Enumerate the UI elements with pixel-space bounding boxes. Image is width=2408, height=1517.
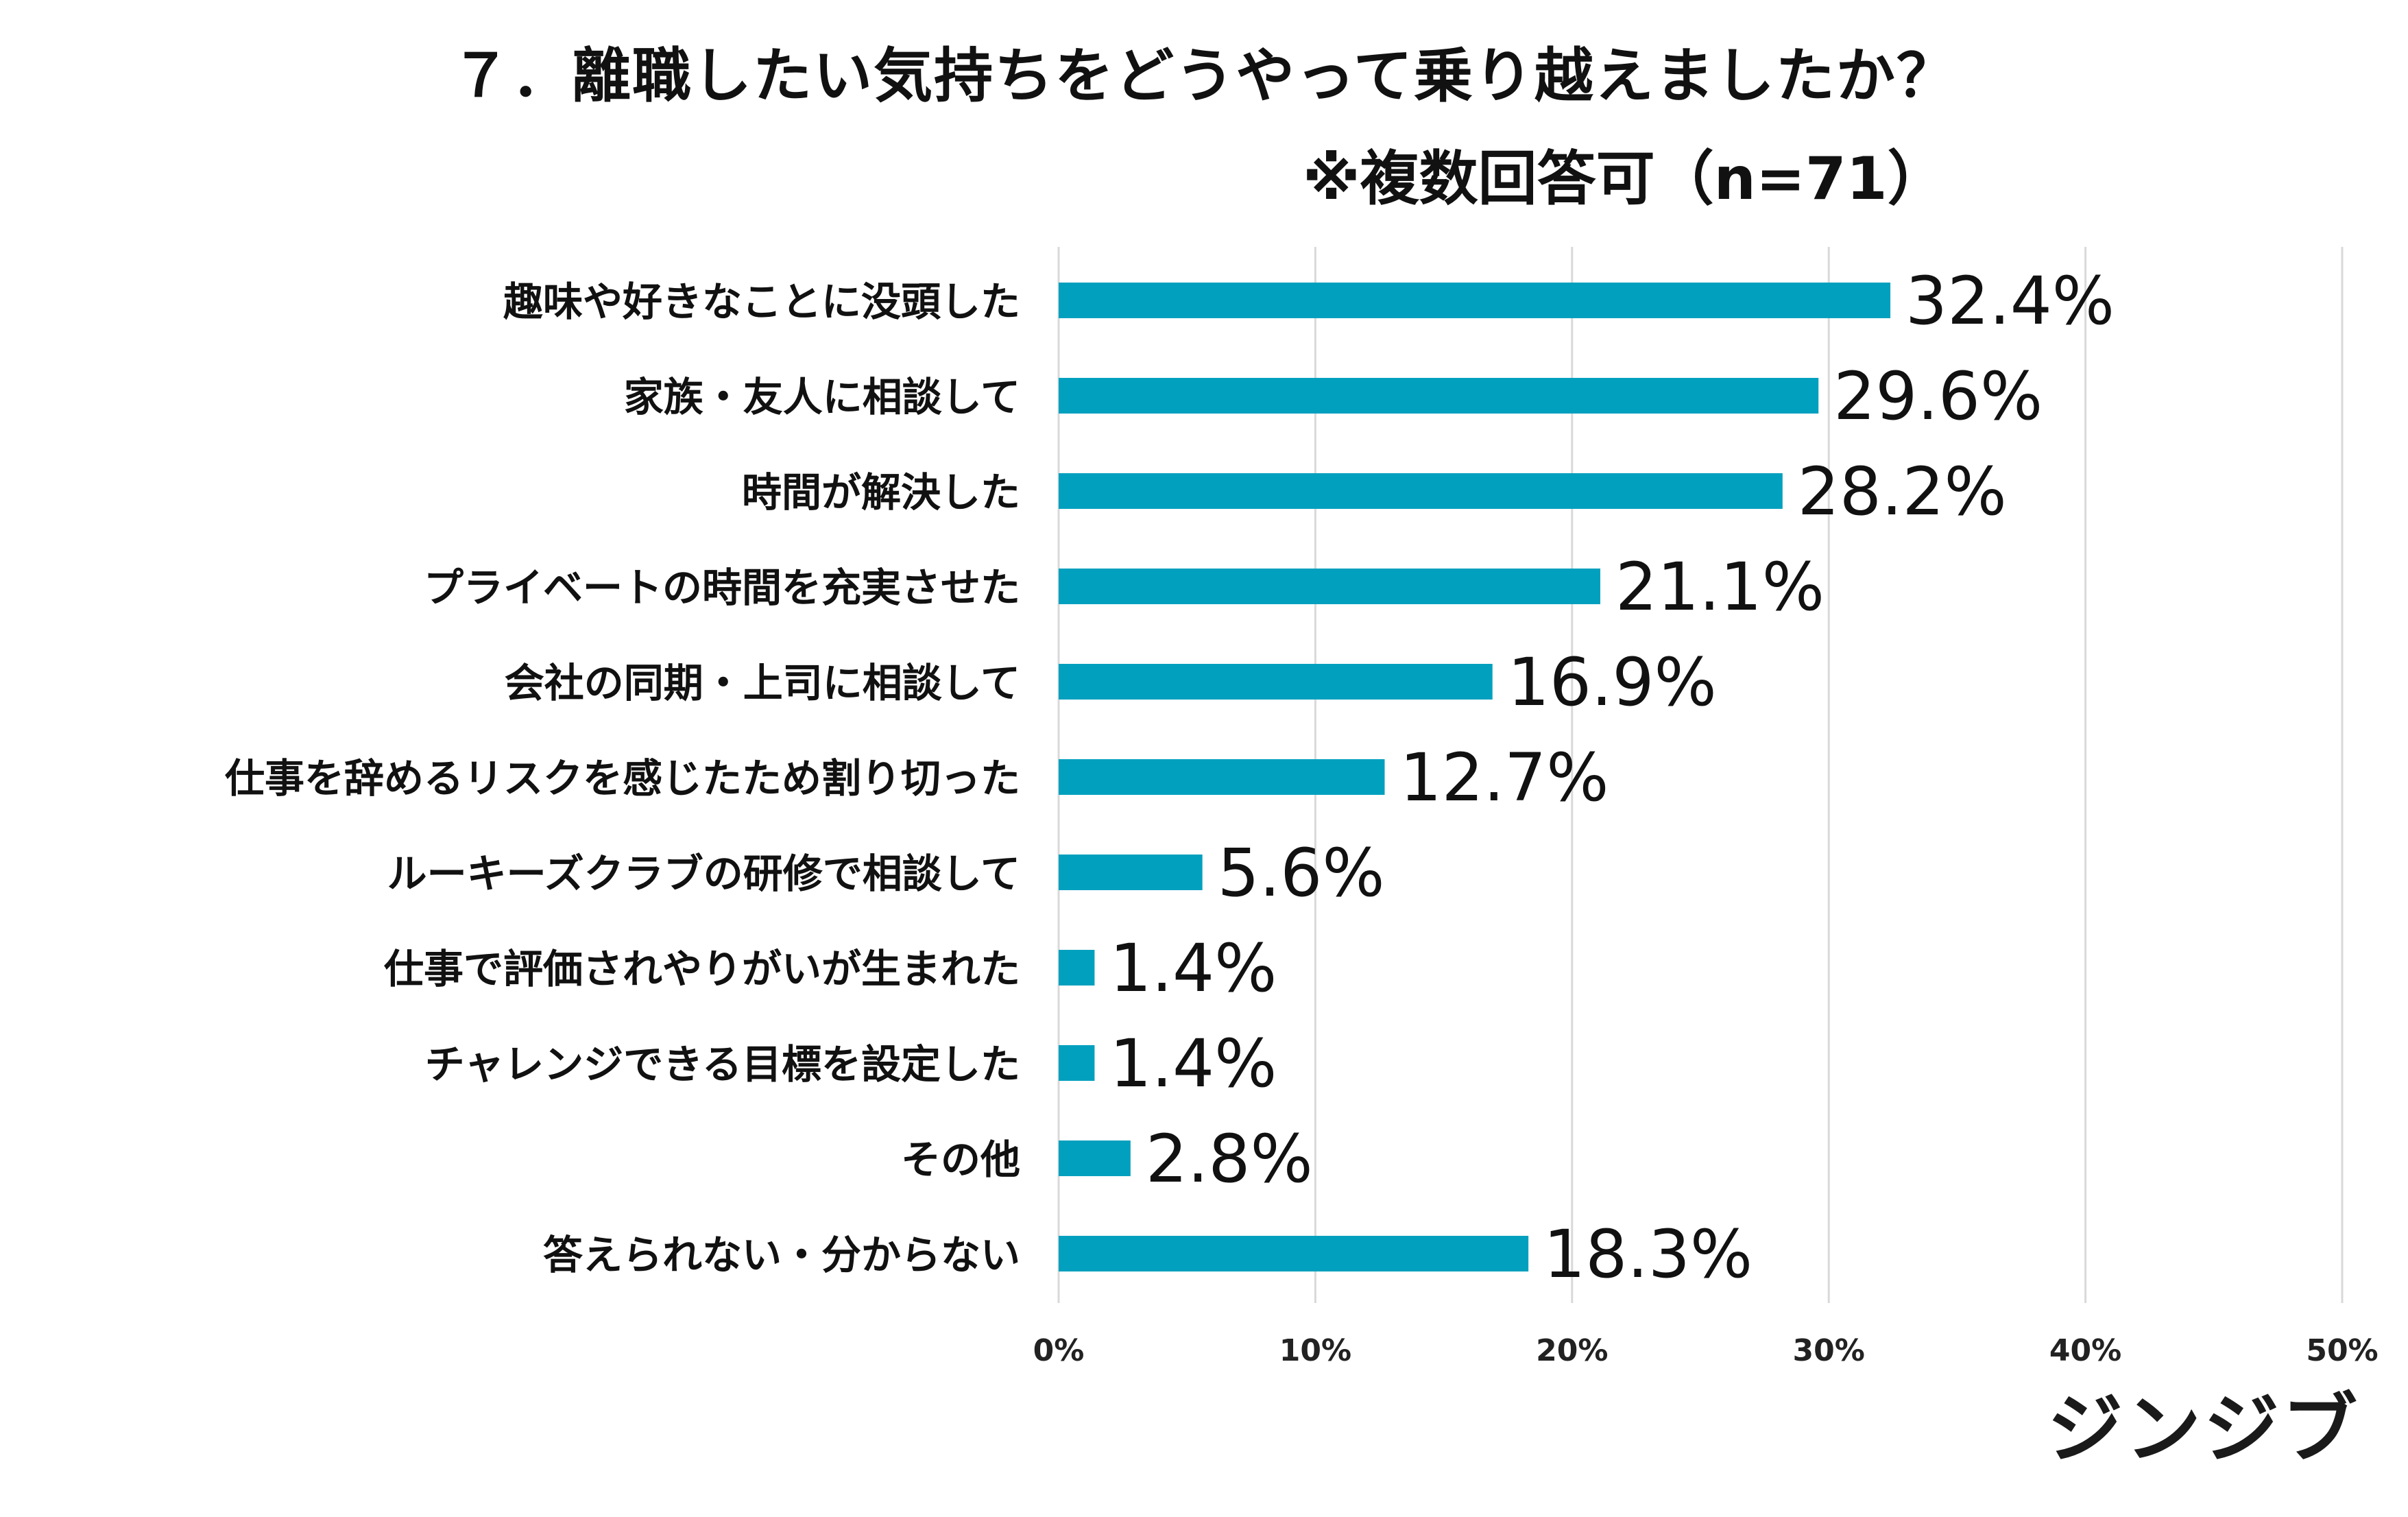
category-label: 趣味や好きなことに没頭した: [503, 278, 1020, 325]
data-label: 18.3%: [1543, 1216, 1753, 1293]
x-tick-label: 10%: [1279, 1333, 1351, 1368]
bar: [1059, 569, 1600, 604]
category-label: その他: [901, 1136, 1020, 1183]
category-label: 家族・友人に相談して: [624, 374, 1020, 420]
bar: [1059, 855, 1203, 890]
bar: [1059, 378, 1819, 414]
category-label: 時間が解決した: [742, 469, 1020, 516]
category-label: ルーキーズクラブの研修で相談して: [387, 850, 1020, 897]
category-label: プライベートの時間を充実させた: [424, 564, 1020, 611]
chart-subtitle: ※複数回答可（n=71）: [1303, 145, 1947, 213]
category-label: 会社の同期・上司に相談して: [505, 660, 1020, 706]
data-label: 1.4%: [1109, 1025, 1277, 1102]
bar: [1059, 1236, 1529, 1271]
bar: [1059, 759, 1385, 795]
x-tick-label: 40%: [2049, 1333, 2121, 1368]
chart-title: ７．離職したい気持ちをどうやって乗り越えましたか？: [451, 42, 1957, 110]
bar: [1059, 950, 1095, 986]
x-tick-label: 20%: [1536, 1333, 1608, 1368]
bar: [1059, 1140, 1131, 1176]
data-label: 16.9%: [1508, 644, 1717, 721]
data-label: 2.8%: [1146, 1121, 1313, 1197]
data-label: 29.6%: [1833, 358, 2043, 435]
bar: [1059, 473, 1783, 509]
data-label: 21.1%: [1615, 549, 1825, 625]
x-tick-label: 0%: [1033, 1333, 1085, 1368]
x-tick-label: 50%: [2306, 1333, 2378, 1368]
category-label: チャレンジできる目標を設定した: [425, 1041, 1020, 1088]
data-label: 32.4%: [1905, 263, 2115, 339]
brand-logo: ジンジブ: [2047, 1385, 2360, 1473]
category-label: 仕事で評価されやりがいが生まれた: [384, 946, 1020, 992]
bar: [1059, 1045, 1095, 1081]
bar: [1059, 283, 1891, 318]
data-label: 1.4%: [1109, 930, 1277, 1007]
data-label: 28.2%: [1798, 453, 2007, 530]
data-label: 12.7%: [1399, 739, 1609, 816]
category-label: 仕事を辞めるリスクを感じたため割り切った: [225, 755, 1020, 802]
category-label: 答えられない・分からない: [543, 1232, 1020, 1278]
bar: [1059, 664, 1493, 700]
x-tick-label: 30%: [1793, 1333, 1865, 1368]
data-label: 5.6%: [1218, 835, 1385, 911]
